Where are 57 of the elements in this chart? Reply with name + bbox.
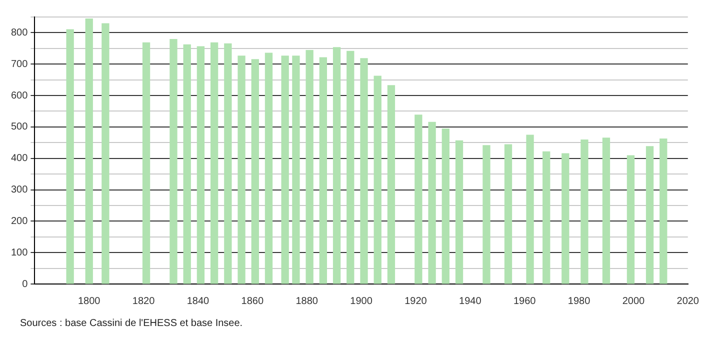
y-tick-label: 600 <box>10 90 28 102</box>
y-tick-label: 700 <box>10 58 28 70</box>
bar <box>319 57 328 284</box>
bar <box>102 23 110 284</box>
bar <box>170 38 178 284</box>
bar <box>374 76 382 284</box>
x-tick-label: 1920 <box>404 296 428 307</box>
bar <box>210 42 218 284</box>
bar <box>183 44 191 284</box>
bar <box>602 138 610 284</box>
bar <box>251 59 259 284</box>
y-tick-label: 800 <box>10 27 28 38</box>
bar <box>332 47 341 284</box>
y-tick-label: 200 <box>10 216 28 227</box>
bar <box>504 144 512 284</box>
bar <box>428 122 436 284</box>
bar <box>346 50 354 284</box>
y-tick-label: 400 <box>10 153 28 164</box>
bar <box>646 146 654 284</box>
y-tick-label: 300 <box>10 184 28 196</box>
bar <box>482 145 490 284</box>
y-tick-label: 0 <box>22 278 28 290</box>
bar <box>306 50 314 284</box>
bar <box>264 52 273 284</box>
y-tick-label: 100 <box>10 247 28 258</box>
bar <box>562 153 570 284</box>
x-tick-label: 1940 <box>459 296 482 307</box>
x-tick-label: 1800 <box>78 296 101 307</box>
bar <box>626 155 635 284</box>
bar <box>414 114 422 284</box>
bar <box>66 29 74 284</box>
bar <box>238 56 246 284</box>
x-tick-label: 1980 <box>568 296 591 307</box>
bar <box>360 58 368 284</box>
bar <box>85 18 93 284</box>
x-tick-label: 1900 <box>350 296 373 307</box>
y-tick-label: 500 <box>10 122 28 133</box>
x-tick-label: 2020 <box>676 296 700 307</box>
bar <box>542 151 550 284</box>
x-tick-label: 1820 <box>132 296 156 307</box>
bar <box>142 42 150 284</box>
bar <box>526 134 534 284</box>
x-tick-label: 2000 <box>622 296 646 307</box>
x-tick-label: 1860 <box>241 296 264 307</box>
bar <box>580 139 588 284</box>
x-tick-label: 1840 <box>186 296 210 307</box>
bar <box>442 128 450 284</box>
bar <box>196 46 205 284</box>
source-note: Sources : base Cassini de l'EHESS et base Insee. <box>20 318 243 329</box>
bar <box>387 85 396 284</box>
bar <box>224 43 232 284</box>
bar <box>292 56 300 284</box>
bar <box>455 140 464 284</box>
bar <box>660 138 668 284</box>
bar <box>281 56 289 284</box>
x-tick-label: 1880 <box>296 296 318 307</box>
x-tick-label: 1960 <box>513 296 536 307</box>
